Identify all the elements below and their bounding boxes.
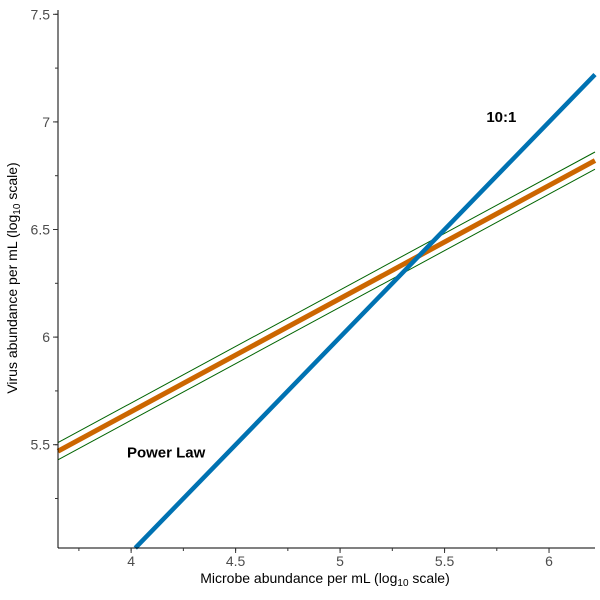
y-tick-label: 7 — [42, 114, 50, 130]
power-law-line — [56, 158, 597, 454]
y-tick-label: 5.5 — [31, 437, 51, 453]
y-axis-ticks: 5.5 6 6.5 7 7.5 — [31, 6, 58, 500]
x-tick-label: 5 — [336, 553, 344, 569]
y-tick-label: 7.5 — [31, 6, 51, 22]
y-axis-title: Virus abundance per mL (log10 scale) — [4, 162, 23, 393]
power-law-ci-upper-line — [57, 151, 596, 444]
series-layer — [56, 73, 597, 550]
annotations: 10:1 Power Law — [127, 109, 516, 462]
y-tick-label: 6.5 — [31, 222, 51, 238]
x-tick-label: 4 — [127, 553, 135, 569]
x-tick-label: 4.5 — [226, 553, 246, 569]
power-law-ci-lower-line — [57, 168, 596, 461]
ratio-10-to-1-line — [133, 73, 597, 550]
x-axis-title: Microbe abundance per mL (log10 scale) — [200, 570, 450, 589]
annotation-label: 10:1 — [486, 109, 516, 126]
x-tick-label: 6 — [545, 553, 553, 569]
y-tick-label: 6 — [42, 329, 50, 345]
annotation-label: Power Law — [127, 445, 206, 462]
x-tick-label: 5.5 — [435, 553, 455, 569]
x-axis-ticks: 4 4.5 5 5.5 6 — [78, 548, 553, 569]
